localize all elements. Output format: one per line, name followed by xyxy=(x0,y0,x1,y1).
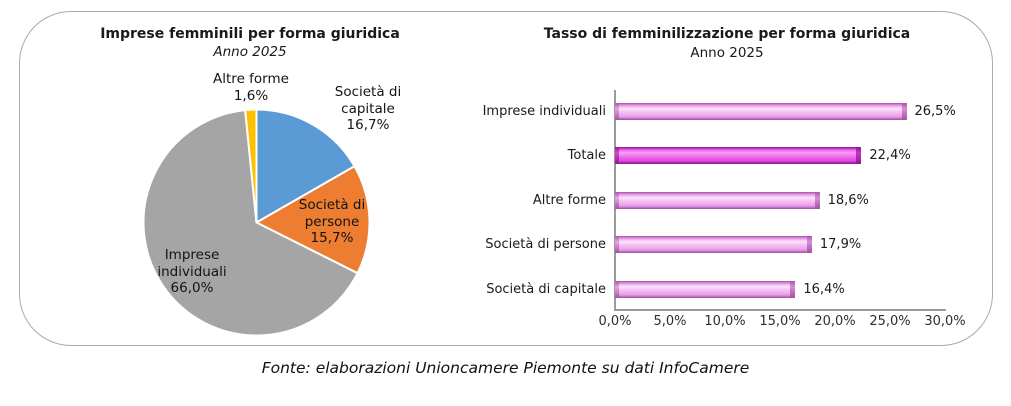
bar-value-label-altre-forme: 18,6% xyxy=(827,192,869,208)
pie-slice-societ-di-capitale xyxy=(255,108,356,224)
x-axis-tick-0: 0,0% xyxy=(598,314,632,329)
x-axis-tick-6: 30,0% xyxy=(924,314,966,329)
bar-chart-title: Tasso di femminilizzazione per forma giu… xyxy=(543,26,911,42)
pie-slice-altre-forme xyxy=(244,108,258,224)
bar-category-label-totale: Totale xyxy=(567,148,606,163)
bar-chart-y-axis-line xyxy=(614,90,616,310)
bar-totale xyxy=(615,147,862,164)
x-axis-tick-2: 10,0% xyxy=(704,314,746,329)
pie-chart-title: Imprese femminili per forma giuridica xyxy=(100,26,400,42)
pie-label-persone-line2: persone xyxy=(304,213,360,230)
pie-label-capitale-line2: capitale xyxy=(341,100,395,117)
source-caption: Fonte: elaborazioni Unioncamere Piemonte… xyxy=(261,359,750,377)
pie-label-persone-value: 15,7% xyxy=(310,230,354,246)
x-axis-tick-4: 20,0% xyxy=(814,314,856,329)
pie-label-imprese-individuali: Imprese individuali 66,0% xyxy=(126,247,258,297)
pie-label-individuali-value: 66,0% xyxy=(170,280,214,296)
pie-label-individuali-line2: individuali xyxy=(157,263,227,280)
pie-label-altre-forme-value: 1,6% xyxy=(233,87,269,104)
bar-value-label-imprese-individuali: 26,5% xyxy=(914,103,956,119)
pie-label-capitale-value: 16,7% xyxy=(346,117,390,133)
bar-chart-subtitle: Anno 2025 xyxy=(690,45,764,61)
x-axis-tick-5: 25,0% xyxy=(869,314,911,329)
pie-label-societa-di-persone: Società di persone 15,7% xyxy=(272,197,392,247)
bar-category-label-societ-di-persone: Società di persone xyxy=(485,237,606,252)
bar-imprese-individuali xyxy=(615,102,907,120)
bar-value-label-societ-di-persone: 17,9% xyxy=(819,237,862,252)
pie-label-persone-line1: Società di xyxy=(298,197,366,213)
bar-category-label-altre-forme: Altre forme xyxy=(532,192,606,208)
x-axis-tick-1: 5,0% xyxy=(653,314,687,329)
bar-societ-di-capitale xyxy=(615,280,796,298)
pie-slice-societ-di-persone xyxy=(255,165,371,275)
pie-label-capitale-line1: Società di xyxy=(334,84,402,100)
pie-label-altre-forme-name: Altre forme xyxy=(213,71,289,87)
bar-value-label-totale: 22,4% xyxy=(869,148,911,163)
pie-slice-imprese-individuali xyxy=(142,109,359,337)
bar-altre-forme xyxy=(615,191,820,209)
pie-label-societa-di-capitale: Società di capitale 16,7% xyxy=(304,84,432,134)
bar-value-label-societ-di-capitale: 16,4% xyxy=(803,281,845,297)
bar-societ-di-persone xyxy=(615,236,812,253)
pie-label-individuali-line1: Imprese xyxy=(164,247,220,263)
pie-chart xyxy=(142,108,371,337)
bar-category-label-imprese-individuali: Imprese individuali xyxy=(482,103,606,119)
x-axis-tick-3: 15,0% xyxy=(759,314,801,329)
pie-chart-subtitle: Anno 2025 xyxy=(213,44,287,60)
bar-category-label-societ-di-capitale: Società di capitale xyxy=(486,281,606,297)
pie-label-altre-forme: Altre forme 1,6% xyxy=(186,71,316,104)
bar-chart-x-axis-line xyxy=(614,309,946,311)
